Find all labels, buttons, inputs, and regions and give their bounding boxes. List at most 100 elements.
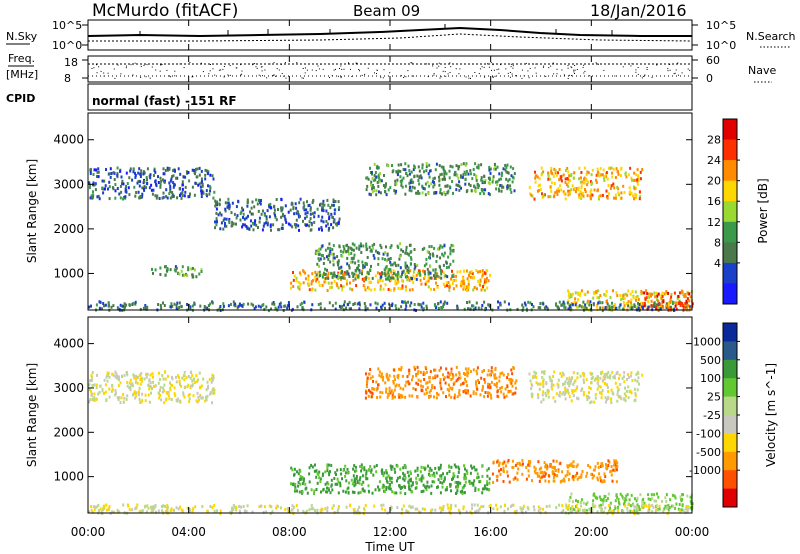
data-cell [685,307,688,311]
data-cell [315,273,318,277]
data-cell [379,287,382,291]
data-cell [401,395,404,399]
data-cell [365,472,368,476]
data-cell [507,507,509,511]
data-cell [621,494,624,498]
data-cell [373,162,376,166]
data-cell [570,492,573,496]
data-cell [294,482,297,486]
data-cell [637,376,640,380]
data-cell [610,473,613,477]
freq-dot [584,70,586,72]
data-cell [492,460,495,464]
data-cell [421,474,424,478]
data-cell [408,487,411,491]
freq-dot [494,75,496,77]
data-cell [378,251,381,255]
data-cell [613,469,616,473]
data-cell [442,508,445,512]
data-cell [628,186,631,190]
freq-dot [343,68,345,70]
data-cell [457,176,460,180]
data-cell [332,226,335,230]
data-cell [402,249,404,253]
data-cell [353,491,356,494]
data-cell [468,482,471,486]
data-cell [188,400,191,404]
data-cell [361,269,364,273]
data-cell [162,167,165,171]
data-cell [609,296,612,299]
data-cell [583,380,585,384]
data-cell [121,304,124,308]
data-cell [595,178,598,182]
data-cell [406,375,409,379]
freq-dot [355,62,357,64]
data-cell [633,304,636,308]
data-cell [380,275,383,279]
data-cell [181,265,184,269]
data-cell [290,466,293,470]
data-cell [667,508,670,512]
data-cell [139,382,142,386]
data-cell [497,300,499,304]
data-cell [509,380,512,384]
data-cell [371,375,374,379]
data-cell [216,203,218,207]
data-cell [577,298,579,302]
data-cell [310,463,313,467]
data-cell [301,482,304,486]
data-cell [356,481,359,484]
data-cell [552,383,555,387]
cpid-text: normal (fast) -151 RF [92,94,237,108]
data-cell [270,228,272,232]
freq-dot [218,69,220,71]
data-cell [423,170,425,174]
data-cell [178,272,181,276]
data-cell [358,481,361,485]
data-cell [254,219,257,223]
data-cell [170,305,172,309]
freq-dot [622,66,624,68]
data-cell [620,297,623,301]
data-cell [389,263,392,267]
data-cell [610,401,613,405]
data-cell [549,377,552,381]
data-cell [426,386,429,390]
freq-dot [255,66,257,68]
data-cell [433,176,436,180]
data-cell [607,464,610,467]
data-cell [576,371,579,375]
data-cell [242,505,245,509]
data-cell [192,506,195,510]
data-cell [549,379,552,382]
data-cell [408,372,411,376]
data-cell [142,172,145,176]
data-cell [655,291,658,295]
data-cell [148,400,151,404]
data-cell [400,248,403,252]
data-cell [506,385,509,389]
data-cell [681,508,683,512]
data-cell [614,505,617,508]
data-cell [448,265,450,269]
data-cell [469,169,472,173]
data-cell [542,194,545,198]
data-cell [613,374,616,378]
data-cell [635,499,638,503]
data-cell [274,215,277,219]
data-cell [394,282,397,286]
data-cell [89,196,92,200]
data-cell [479,192,482,196]
freq-dot [637,73,639,75]
data-cell [407,271,410,275]
freq-dot [159,70,161,72]
data-cell [263,505,266,509]
data-cell [419,379,422,383]
data-cell [243,509,246,513]
data-cell [563,393,566,396]
data-cell [143,188,146,192]
data-cell [567,464,570,468]
data-cell [562,477,565,481]
